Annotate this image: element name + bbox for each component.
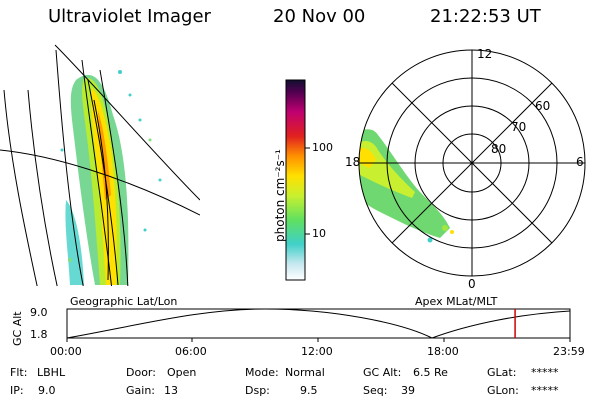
polar-grid [358,49,586,277]
altitude-ylabel: GC Alt [11,311,24,346]
gc-alt-value: 6.5 Re [413,366,448,379]
dsp-label: Dsp: [245,384,270,397]
altitude-ytick-max: 9.0 [30,306,48,319]
glat-label: GLat: [487,366,517,379]
geographic-map [0,44,200,286]
mlt-label-18: 18 [345,155,361,169]
glon-label: GLon: [487,384,519,397]
mlat-label-60: 60 [535,99,551,113]
gc-alt-label: GC Alt: [363,366,402,379]
mlat-label-80: 80 [491,142,507,156]
filter-label: Flt: [10,366,28,379]
seq-value: 39 [401,384,415,397]
auroral-emission-left [60,70,162,286]
altitude-plot [66,308,571,342]
time-tick-4: 23:59 [553,345,585,358]
altitude-ytick-min: 1.8 [30,328,48,341]
glat-value: ***** [531,366,559,379]
observation-time: 21:22:53 UT [430,6,541,27]
time-tick-2: 12:00 [301,345,333,358]
mode-label: Mode: [245,366,279,379]
ip-value: 9.0 [38,384,56,397]
time-tick-3: 18:00 [427,345,459,358]
filter-value: LBHL [37,366,66,379]
colorbar-unit-label: photon cm⁻²s⁻¹ [273,149,287,242]
mlt-label-6: 6 [576,155,584,169]
altitude-curve [66,308,571,339]
door-label: Door: [126,366,156,379]
time-tick-1: 06:00 [175,345,207,358]
mode-value: Normal [285,366,325,379]
mlt-label-0: 0 [468,277,476,291]
time-tick-0: 00:00 [50,345,82,358]
door-value: Open [167,366,197,379]
geographic-grid [0,44,200,286]
colorbar [285,79,310,281]
colorbar-tick-10: 10 [312,227,326,240]
gain-label: Gain: [126,384,155,397]
mlt-label-12: 12 [477,47,493,61]
polar-plot [358,49,586,277]
dsp-value: 9.5 [300,384,318,397]
apex-map-title: Apex MLat/MLT [415,295,498,308]
auroral-emission-polar [359,129,454,243]
mlat-label-70: 70 [511,120,527,134]
ip-label: IP: [10,384,24,397]
glon-value: ***** [531,384,559,397]
geographic-map-title: Geographic Lat/Lon [70,295,178,308]
observation-date: 20 Nov 00 [273,6,366,27]
instrument-title: Ultraviolet Imager [48,6,211,27]
colorbar-tick-100: 100 [312,141,333,154]
gain-value: 13 [164,384,178,397]
seq-label: Seq: [363,384,388,397]
